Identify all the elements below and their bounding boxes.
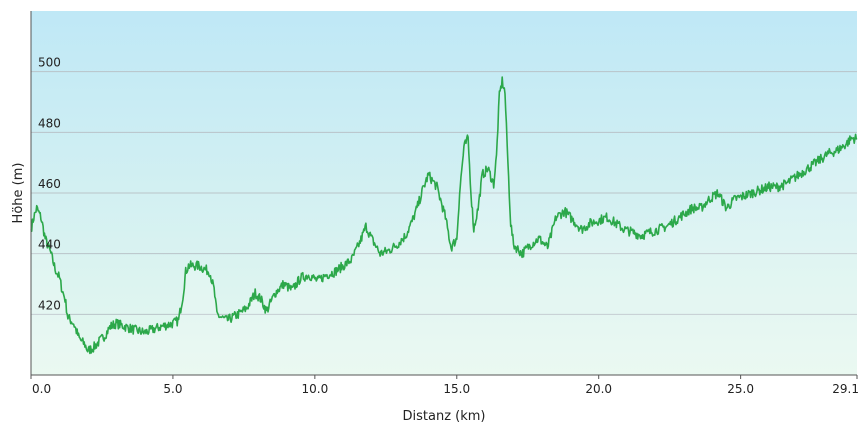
x-tick-label: 29.1 <box>832 382 859 396</box>
elevation-line <box>30 76 858 355</box>
y-ticks: 420 440 460 480 500 <box>38 56 61 313</box>
series-layer <box>30 76 858 375</box>
x-tick-label: 20.0 <box>585 382 612 396</box>
x-tick-label: 25.0 <box>727 382 754 396</box>
grid-lines <box>31 71 857 315</box>
y-axis-title: Höhe (m) <box>11 163 26 224</box>
y-tick-label: 500 <box>38 56 61 70</box>
x-axis-title: Distanz (km) <box>403 409 486 424</box>
y-tick-label: 420 <box>38 298 61 312</box>
x-tick-label: 5.0 <box>163 382 182 396</box>
y-tick-label: 460 <box>38 177 61 191</box>
y-tick-label: 440 <box>38 238 61 252</box>
x-ticks: 0.0 5.0 10.0 15.0 20.0 25.0 29.1 <box>30 375 859 396</box>
y-tick-label: 480 <box>38 116 61 130</box>
x-tick-label: 0.0 <box>32 382 51 396</box>
elevation-area-fill <box>31 77 857 375</box>
x-tick-label: 15.0 <box>443 382 470 396</box>
x-tick-label: 10.0 <box>301 382 328 396</box>
